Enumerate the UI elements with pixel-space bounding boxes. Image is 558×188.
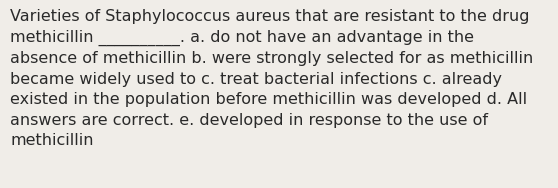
Text: Varieties of Staphylococcus aureus that are resistant to the drug
methicillin __: Varieties of Staphylococcus aureus that … [10,9,533,148]
